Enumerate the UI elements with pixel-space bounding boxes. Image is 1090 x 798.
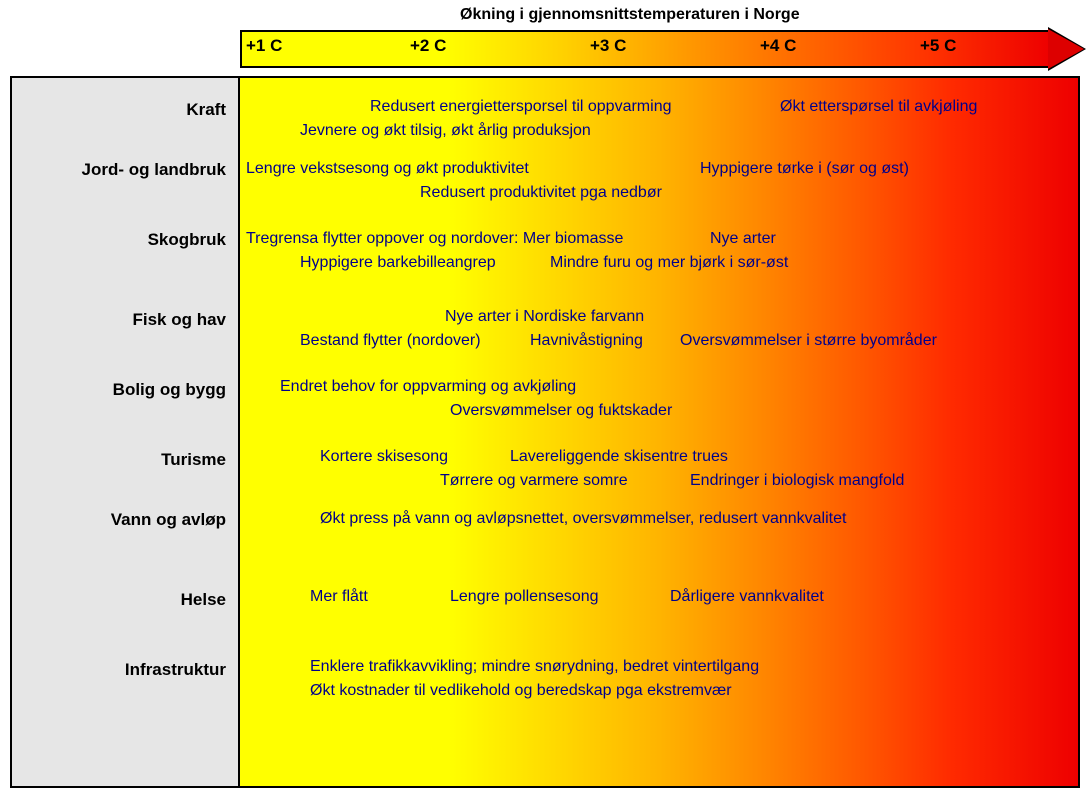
impact-text: Endringer i biologisk mangfold: [690, 472, 904, 490]
impact-area: Redusert energiettersporsel til oppvarmi…: [240, 78, 1078, 786]
impact-text: Havnivåstigning: [530, 332, 643, 350]
sector-label: Bolig og bygg: [113, 380, 226, 400]
sector-label: Turisme: [161, 450, 226, 470]
impact-text: Redusert energiettersporsel til oppvarmi…: [370, 98, 671, 116]
sector-label: Fisk og hav: [132, 310, 226, 330]
temp-tick-2: +2 C: [410, 36, 446, 56]
sector-column: Kraft Jord- og landbruk Skogbruk Fisk og ha…: [12, 78, 240, 786]
sector-label: Skogbruk: [148, 230, 226, 250]
chart-title: Økning i gjennomsnittstemperaturen i Nor…: [460, 6, 800, 24]
temperature-arrow: +1 C +2 C +3 C +4 C +5 C: [240, 30, 1088, 68]
impact-text: Oversvømmelser i større byområder: [680, 332, 937, 350]
temp-tick-4: +4 C: [760, 36, 796, 56]
impact-text: Økt etterspørsel til avkjøling: [780, 98, 977, 116]
main-frame: Kraft Jord- og landbruk Skogbruk Fisk og ha…: [10, 76, 1080, 788]
impact-text: Kortere skisesong: [320, 448, 448, 466]
impact-text: Tørrere og varmere somre: [440, 472, 628, 490]
impact-text: Oversvømmelser og fuktskader: [450, 402, 672, 420]
sector-label: Infrastruktur: [125, 660, 226, 680]
impact-text: Endret behov for oppvarming og avkjøling: [280, 378, 576, 396]
impact-text: Enklere trafikkavvikling; mindre snørydn…: [310, 658, 759, 676]
impact-text: Lengre vekstsesong og økt produktivitet: [246, 160, 529, 178]
impact-text: Nye arter: [710, 230, 776, 248]
sector-label: Vann og avløp: [111, 510, 226, 530]
impact-text: Hyppigere tørke i (sør og øst): [700, 160, 909, 178]
impact-text: Mer flått: [310, 588, 368, 606]
impact-text: Lavereliggende skisentre trues: [510, 448, 728, 466]
temp-tick-3: +3 C: [590, 36, 626, 56]
impact-text: Bestand flytter (nordover): [300, 332, 481, 350]
sector-label: Kraft: [186, 100, 226, 120]
impact-text: Jevnere og økt tilsig, økt årlig produks…: [300, 122, 591, 140]
impact-text: Hyppigere barkebilleangrep: [300, 254, 496, 272]
impact-text: Lengre pollensesong: [450, 588, 599, 606]
impact-text: Dårligere vannkvalitet: [670, 588, 824, 606]
sector-label: Helse: [181, 590, 226, 610]
temp-tick-1: +1 C: [246, 36, 282, 56]
temp-tick-5: +5 C: [920, 36, 956, 56]
impact-text: Mindre furu og mer bjørk i sør-øst: [550, 254, 788, 272]
arrow-head: [1048, 29, 1084, 69]
impact-text: Nye arter i Nordiske farvann: [445, 308, 644, 326]
impact-text: Redusert produktivitet pga nedbør: [420, 184, 662, 202]
impact-text: Økt press på vann og avløpsnettet, overs…: [320, 510, 846, 528]
sector-label: Jord- og landbruk: [82, 160, 227, 180]
impact-text: Tregrensa flytter oppover og nordover: M…: [246, 230, 623, 248]
impact-text: Økt kostnader til vedlikehold og beredsk…: [310, 682, 732, 700]
